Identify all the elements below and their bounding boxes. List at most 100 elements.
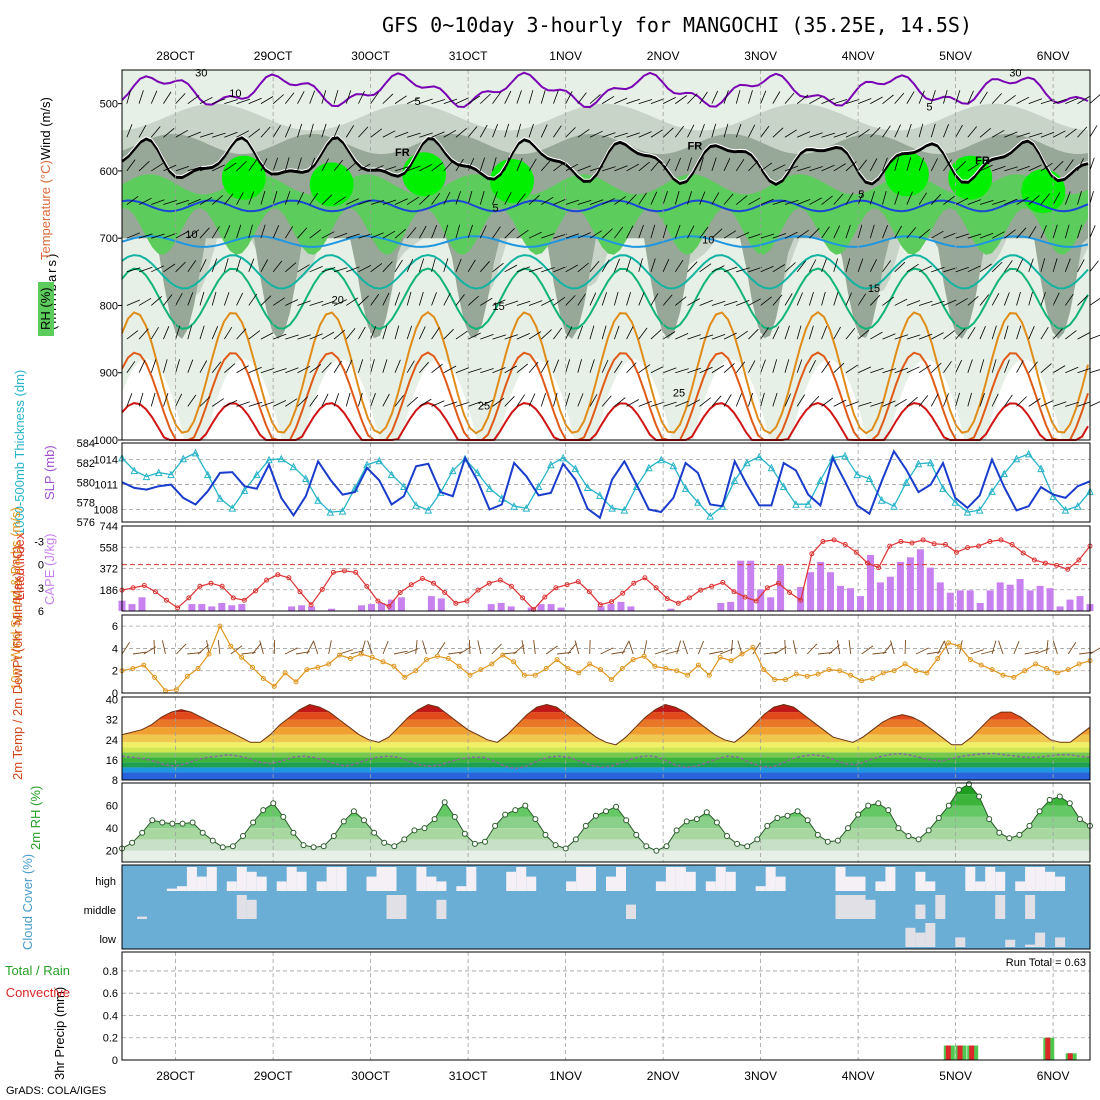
wind-barb [321,393,329,407]
wind-barb [723,123,729,138]
wind-barb [589,166,604,172]
cloud-cell-high [675,867,686,891]
li-point [1054,562,1060,568]
thickness-point [167,470,175,479]
wind-barb [821,226,830,239]
cloud-cell-high [326,867,337,891]
wind10m-point [576,670,582,676]
wind-barb [577,262,589,273]
wind-barb [845,224,851,239]
cloud-cell-high [316,881,327,891]
wind-barb [211,361,222,373]
wind10m-point [380,659,386,665]
wind-barb [772,164,786,172]
wind10m-barb [367,640,373,655]
cape-bar [1016,579,1024,611]
li-point [609,599,615,605]
wind-barb [662,258,670,272]
rh-point [623,817,630,824]
wind-barb [955,392,960,407]
wind-barb [333,124,340,138]
thickness-point [277,454,286,463]
rh-point [855,811,862,818]
li-point [909,540,915,546]
wind-barb [321,300,336,306]
thickness-point [596,491,604,499]
wind-barb [248,401,263,407]
thickness-point [988,487,996,495]
wind-barb [248,293,258,306]
thickness-point [694,498,702,506]
wind-barb [1077,332,1091,340]
wind-barb [309,192,319,205]
cape-bar [727,601,735,611]
cloud-cell-middle [396,895,407,919]
cloud-cell-middle [436,899,447,919]
wind10m-barb [121,641,130,655]
cape-bar [387,599,395,611]
wind-barb [918,364,931,374]
wind-barb [151,199,165,205]
thickness-point [951,498,960,506]
cape-frame [121,525,1091,612]
cape-bar [956,590,964,611]
wind-barb [504,396,515,407]
wind-barb [979,232,994,239]
rh-point [905,833,912,839]
wind-barb [467,259,476,273]
wind-barb [163,294,173,306]
wind10m-barb [784,639,786,655]
wind-5ms-line [121,71,1089,109]
wind-barb [248,159,258,172]
rh-point [814,831,821,838]
thickness-point [620,506,629,514]
cape-bar [976,603,984,611]
wind-barb [1028,291,1033,306]
slp-ytick: 1014 [94,455,118,467]
wind10m-point [1022,668,1028,674]
rh-point [149,817,156,824]
wind-barb [163,232,177,239]
cloud-cell-high [1045,871,1056,891]
wind10m-point [891,668,897,674]
wind10m-point [532,672,538,678]
thickness-point [485,484,494,492]
wind10m-barb [230,645,243,655]
wind-barb [906,123,912,138]
temp-band [122,772,1090,780]
dry-core [888,359,965,440]
wind-barb [370,359,375,373]
cloud-cell-low [1055,937,1066,947]
wind-barb [821,291,826,306]
wind-barb [272,157,279,172]
wind-barb [613,325,620,340]
rh-point [260,807,267,814]
cloud-cell-middle [137,916,147,919]
li-point [920,537,926,543]
wind-barb [857,159,868,172]
wind-barb [967,199,982,205]
li-point [164,597,169,603]
wind-barb [224,326,233,340]
cloud-cell-high [226,881,237,891]
wind10m-point [206,651,212,657]
wind10m-barb [774,646,787,655]
wind-barb [467,95,481,104]
cloud-cell-high [765,867,776,891]
cloud-cell-high [566,881,577,891]
cape-bar [208,606,216,611]
rh-point [754,836,761,843]
rh-frame [121,782,1091,863]
wind-barb [187,292,194,306]
li-point [375,598,381,604]
wind10m-barb [1079,651,1094,655]
thickness-point [289,462,298,471]
wind-barb [906,227,917,239]
wind-barb [541,267,555,273]
thickness-point [142,472,151,481]
cape-bar [807,572,815,611]
wind-barb [382,199,397,205]
wind10m-barb [312,640,319,655]
wind-barb [382,292,390,306]
wind-barb [199,227,210,239]
